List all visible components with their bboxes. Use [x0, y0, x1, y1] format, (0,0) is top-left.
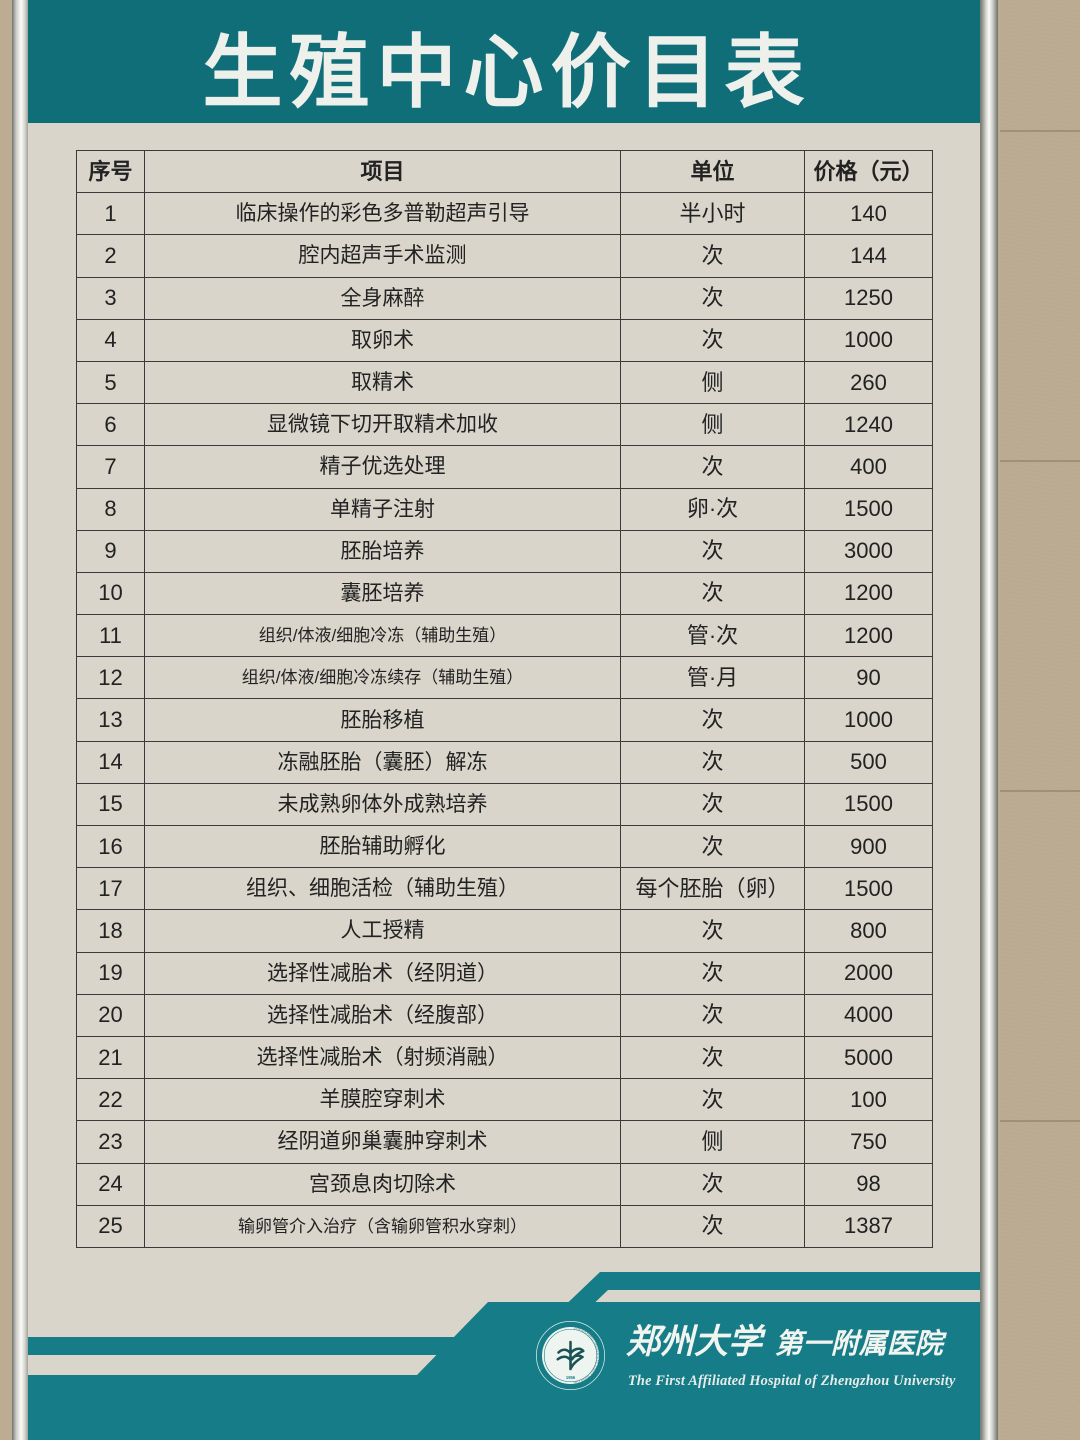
svg-text:1956: 1956	[566, 1375, 576, 1380]
